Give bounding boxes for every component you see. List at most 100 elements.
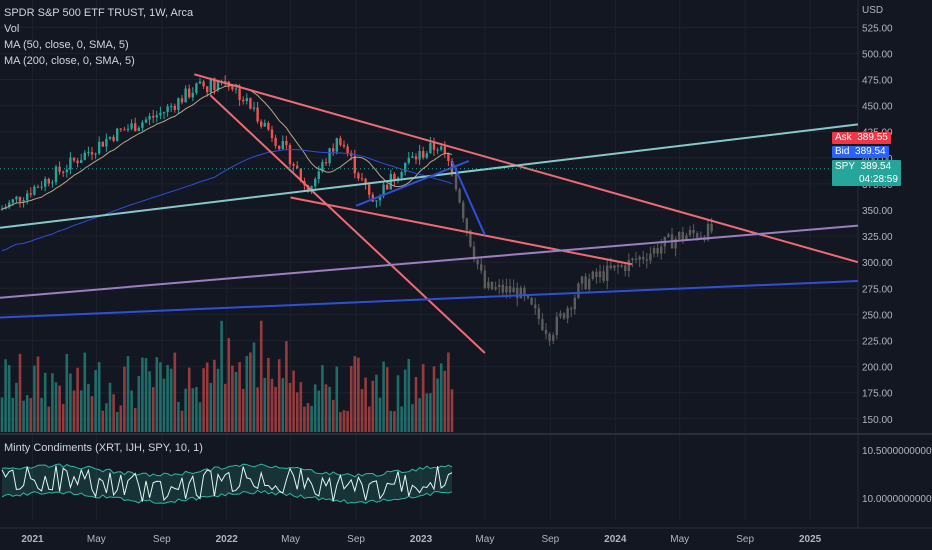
candle-body — [130, 123, 133, 129]
candle-body — [173, 105, 176, 110]
candle-body — [306, 185, 310, 192]
volume-bar — [349, 366, 353, 432]
volume-bar — [79, 390, 83, 432]
trend-line — [290, 196, 632, 266]
projection-body — [566, 308, 569, 319]
candle-body — [324, 162, 328, 164]
volume-bar — [151, 387, 155, 432]
volume-bar — [267, 357, 270, 432]
volume-bar — [115, 411, 119, 432]
legend-ma50[interactable]: MA (50, close, 0, SMA, 5) — [4, 39, 129, 51]
volume-bar — [288, 383, 292, 432]
projection-body — [656, 248, 659, 254]
volume-bar — [436, 378, 439, 432]
volume-bar — [321, 365, 324, 432]
projection-body — [602, 271, 605, 281]
volume-bar — [303, 406, 306, 432]
candle-body — [209, 78, 212, 93]
time-tick-label: Sep — [736, 534, 754, 545]
projection-body — [519, 287, 523, 299]
volume-bar — [414, 377, 418, 432]
ask-label: Ask — [835, 132, 852, 143]
candle-body — [180, 98, 184, 103]
candle-body — [54, 166, 58, 183]
projection-body — [674, 238, 677, 249]
volume-bar — [263, 377, 267, 432]
candle-body — [33, 186, 36, 195]
volume-bar — [54, 382, 58, 432]
candle-body — [137, 127, 140, 132]
candle-body — [252, 107, 256, 109]
volume-bar — [317, 390, 321, 432]
time-tick-label: 2024 — [604, 534, 627, 545]
trend-line — [209, 94, 486, 354]
legend-ma200[interactable]: MA (200, close, 0, SMA, 5) — [4, 55, 135, 67]
volume-bar — [241, 388, 245, 432]
volume-bar — [223, 383, 227, 432]
volume-bar — [357, 357, 360, 432]
volume-bar — [310, 405, 313, 432]
indicator-legend[interactable]: Minty Condiments (XRT, IJH, SPY, 10, 1) — [4, 442, 203, 454]
candle-body — [270, 129, 274, 139]
projection-body — [595, 271, 598, 278]
volume-bar — [126, 356, 130, 432]
projection-body — [508, 286, 512, 293]
volume-bar — [119, 405, 123, 432]
candle-body — [285, 141, 288, 146]
projection-body — [692, 229, 695, 234]
projection-body — [634, 258, 638, 260]
volume-bar — [306, 403, 310, 432]
bar-countdown: 04:28:59 — [859, 174, 898, 185]
price-tick-label: 325.00 — [862, 232, 893, 243]
candle-body — [328, 148, 331, 164]
volume-bar — [25, 395, 29, 432]
volume-bar — [227, 338, 231, 432]
candle-body — [141, 122, 144, 128]
candle-body — [36, 186, 40, 188]
projection-body — [649, 253, 652, 261]
volume-bar — [105, 403, 108, 432]
projection-body — [462, 202, 465, 219]
volume-bar — [162, 378, 166, 432]
projection-body — [541, 319, 544, 330]
volume-bar — [270, 378, 274, 432]
volume-bar — [393, 411, 396, 432]
projection-body — [620, 265, 623, 267]
volume-bar — [249, 352, 252, 432]
price-tick-label: 275.00 — [862, 284, 893, 295]
projection-body — [591, 271, 595, 280]
candle-body — [368, 184, 371, 195]
price-tick-label: 175.00 — [862, 389, 893, 400]
volume-bar — [429, 393, 432, 432]
projection-body — [505, 286, 508, 293]
volume-bar — [51, 373, 54, 432]
legend-volume[interactable]: Vol — [4, 23, 20, 35]
volume-bar — [295, 392, 299, 432]
price-tick-label: 150.00 — [862, 415, 893, 426]
symbol-title[interactable]: SPDR S&P 500 ETF TRUST, 1W, Arca — [4, 7, 194, 19]
candle-body — [105, 138, 108, 147]
candle-body — [26, 193, 29, 201]
volume-bar — [292, 370, 295, 432]
candle-body — [422, 150, 425, 158]
projection-body — [580, 276, 584, 284]
candle-body — [263, 122, 266, 127]
volume-bar — [274, 386, 277, 432]
candle-body — [0, 208, 4, 210]
volume-bar — [364, 377, 367, 432]
candle-body — [166, 106, 169, 113]
candle-body — [101, 141, 104, 147]
candle-body — [332, 148, 335, 152]
volume-bar — [331, 399, 335, 432]
projection-body — [627, 259, 631, 272]
time-tick-label: 2021 — [21, 534, 44, 545]
bid-value: 389.54 — [855, 146, 886, 157]
projection-body — [577, 283, 580, 298]
trend-line — [194, 73, 859, 264]
projection-body — [516, 287, 519, 299]
volume-bar — [220, 320, 223, 432]
price-tick-label: 525.00 — [862, 23, 893, 34]
candle-body — [389, 173, 392, 190]
candle-body — [414, 156, 418, 160]
